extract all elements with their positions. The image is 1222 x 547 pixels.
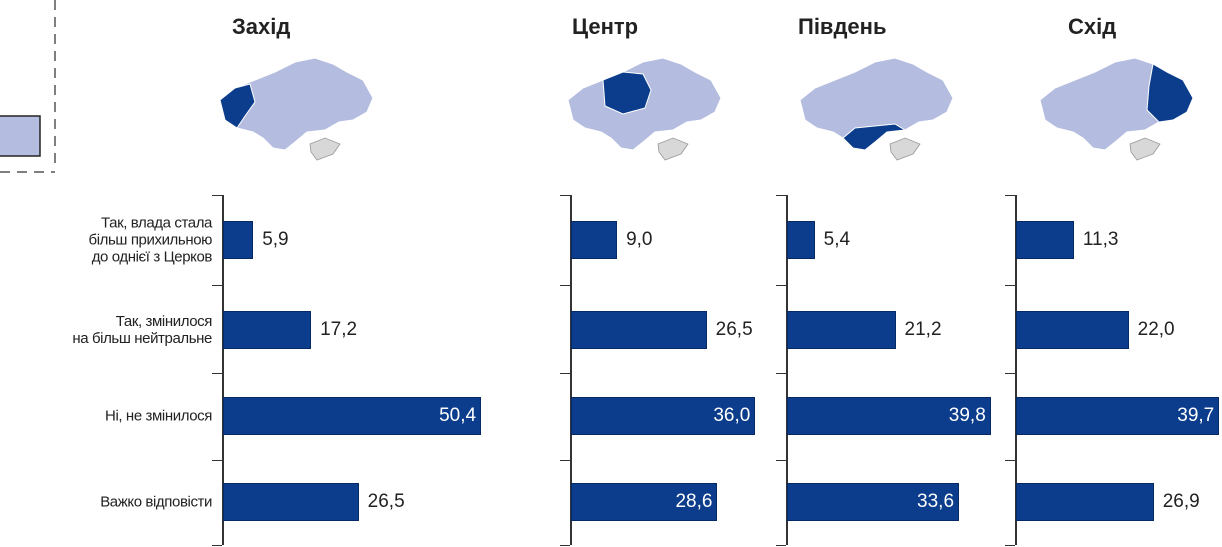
- category-axis: [1015, 195, 1017, 545]
- value-label: 17,2: [320, 319, 358, 340]
- axis-tick: [560, 545, 570, 547]
- axis-tick: [1005, 373, 1015, 375]
- bar: [1016, 397, 1220, 435]
- bar: [223, 221, 254, 259]
- axis-tick: [776, 285, 786, 287]
- axis-tick: [776, 545, 786, 547]
- bar: [1016, 483, 1154, 521]
- axis-tick: [212, 195, 222, 197]
- bar: [787, 397, 991, 435]
- value-label: 11,3: [1082, 229, 1119, 250]
- bar: [787, 221, 815, 259]
- map-centre: [567, 57, 722, 161]
- map-south: [799, 57, 954, 161]
- bar: [223, 311, 312, 349]
- bar: [1016, 221, 1074, 259]
- value-label: 50,4: [439, 405, 477, 426]
- maps: [0, 0, 1194, 173]
- map-west: [219, 57, 374, 161]
- axis-tick: [212, 460, 222, 462]
- axis-tick: [1005, 460, 1015, 462]
- category-axis: [786, 195, 788, 545]
- axis-tick: [1005, 195, 1015, 197]
- category-label: Так, влада стала більш прихильною до одн…: [88, 214, 213, 266]
- value-label: 36,0: [713, 405, 751, 426]
- axis-tick: [1005, 545, 1015, 547]
- bar: [787, 483, 960, 521]
- category-axis: [570, 195, 572, 545]
- bar: [223, 483, 359, 521]
- bar: [787, 311, 896, 349]
- value-label: 26,9: [1162, 491, 1200, 512]
- axis-tick: [776, 460, 786, 462]
- bar: [571, 221, 618, 259]
- value-label: 22,0: [1137, 319, 1175, 340]
- bar: [571, 397, 756, 435]
- axis-tick: [776, 373, 786, 375]
- legend-fragment: [0, 0, 56, 173]
- panel-title: Південь: [798, 14, 887, 39]
- axis-tick: [560, 195, 570, 197]
- axis-tick: [560, 373, 570, 375]
- map-east: [1039, 57, 1194, 161]
- value-label: 39,8: [948, 405, 986, 426]
- bar: [571, 311, 707, 349]
- panel-title: Схід: [1068, 14, 1117, 39]
- value-label: 39,7: [1177, 405, 1215, 426]
- value-label: 26,5: [367, 491, 405, 512]
- axis-tick: [212, 373, 222, 375]
- value-label: 28,6: [675, 491, 713, 512]
- bar: [571, 483, 718, 521]
- category-label: Важко відповісти: [100, 493, 212, 511]
- value-label: 26,5: [715, 319, 753, 340]
- axis-tick: [560, 460, 570, 462]
- category-label: Так, змінилося на більш нейтральне: [72, 313, 212, 347]
- axis-tick: [560, 285, 570, 287]
- category-label: Ні, не змінилося: [105, 407, 212, 425]
- axis-tick: [776, 195, 786, 197]
- axis-tick: [212, 545, 222, 547]
- panel-title: Центр: [572, 14, 639, 39]
- value-label: 21,2: [904, 319, 942, 340]
- axis-tick: [1005, 285, 1015, 287]
- axis-tick: [212, 285, 222, 287]
- bar: [223, 397, 482, 435]
- category-axis: [222, 195, 224, 545]
- value-label: 33,6: [917, 491, 955, 512]
- bar: [1016, 311, 1129, 349]
- value-label: 5,9: [262, 229, 289, 250]
- panel-title: Захід: [232, 14, 291, 39]
- value-label: 5,4: [823, 229, 851, 250]
- value-label: 9,0: [626, 229, 653, 250]
